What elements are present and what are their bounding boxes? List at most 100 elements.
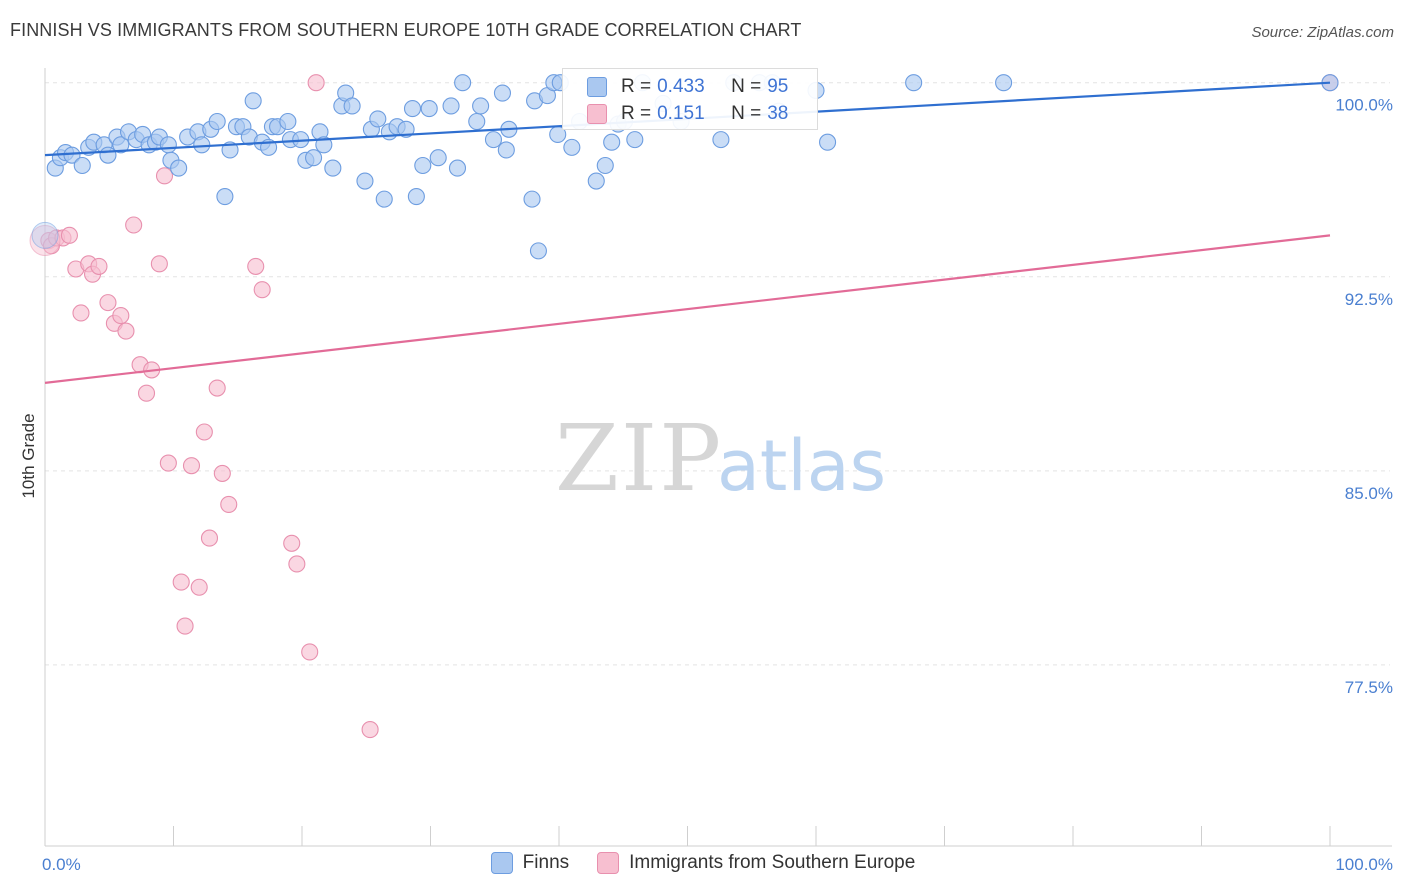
- data-point-finns: [523, 190, 541, 208]
- data-point-finns: [626, 131, 644, 149]
- legend-r-value: 0.151: [657, 103, 705, 124]
- data-point-immigrants: [117, 322, 135, 340]
- bottom-legend-swatch-immigrants: [597, 852, 620, 874]
- data-point-finns: [324, 159, 342, 177]
- data-point-finns: [356, 172, 374, 190]
- legend-r-value: 0.433: [657, 76, 705, 97]
- y-tick-label: 100.0%: [1335, 96, 1393, 115]
- data-point-finns: [493, 84, 512, 102]
- x-tick-label: 100.0%: [1335, 855, 1393, 874]
- data-point-immigrants: [176, 617, 194, 635]
- data-point-immigrants: [253, 281, 271, 299]
- legend-r-label: R =: [621, 103, 652, 124]
- watermark: ZIP atlas: [555, 405, 886, 512]
- bottom-legend-label-immigrants: Immigrants from Southern Europe: [629, 852, 916, 873]
- data-point-immigrants: [247, 257, 265, 275]
- data-point-immigrants: [283, 534, 301, 552]
- data-point-finns: [414, 156, 432, 175]
- legend-swatch-immigrants: [587, 104, 607, 124]
- bottom-legend-immigrants: Immigrants from Southern Europe: [597, 852, 915, 874]
- data-point-immigrants: [155, 167, 174, 185]
- data-point-immigrants: [361, 721, 379, 739]
- data-point-finns: [712, 131, 730, 149]
- y-axis-label: 10th Grade: [19, 413, 38, 498]
- data-point-finns: [420, 100, 438, 118]
- y-tick-labels: 77.5% 85.0% 92.5% 100.0%: [1335, 96, 1393, 697]
- data-point-finns: [375, 190, 393, 208]
- legend-row-immigrants: R = 0.151 N = 38: [587, 102, 788, 126]
- data-point-immigrants: [182, 457, 201, 475]
- data-point-finns: [563, 138, 581, 156]
- data-point-finns: [305, 149, 323, 167]
- data-point-finns: [369, 110, 387, 128]
- data-point-finns: [587, 172, 605, 190]
- data-point-finns: [208, 112, 226, 131]
- data-point-immigrants: [172, 573, 190, 591]
- bottom-legend: Finns Immigrants from Southern Europe: [0, 852, 1406, 874]
- legend-n-value: 38: [767, 103, 789, 124]
- data-point-finns: [407, 187, 425, 206]
- data-point-immigrants: [60, 226, 78, 244]
- data-point-immigrants: [72, 304, 90, 322]
- data-point-immigrants: [213, 464, 231, 482]
- legend-r-label: R =: [621, 76, 652, 97]
- data-point-immigrants: [150, 255, 168, 273]
- data-point-finns-large: [31, 221, 59, 249]
- data-point-immigrants: [288, 555, 306, 573]
- chart-title: FINNISH VS IMMIGRANTS FROM SOUTHERN EURO…: [10, 20, 802, 40]
- data-point-finns: [472, 97, 490, 115]
- data-point-finns: [216, 187, 234, 206]
- data-point-finns: [905, 74, 923, 92]
- y-tick-label: 77.5%: [1345, 678, 1393, 697]
- data-point-finns: [193, 136, 211, 154]
- data-point-finns: [529, 242, 547, 260]
- axes: [44, 68, 1392, 847]
- data-point-finns: [315, 136, 333, 154]
- data-point-finns: [112, 136, 130, 154]
- data-point-immigrants: [208, 379, 226, 397]
- data-point-immigrants: [112, 307, 130, 325]
- x-tick-labels: 0.0% 100.0%: [42, 855, 1393, 874]
- data-point-finns: [397, 120, 415, 138]
- data-point-finns: [454, 74, 472, 92]
- legend-n-value: 95: [767, 76, 789, 97]
- y-tick-label: 85.0%: [1345, 484, 1393, 503]
- watermark-zip: ZIP: [555, 405, 723, 512]
- data-point-finns: [819, 133, 837, 151]
- data-point-immigrants: [195, 423, 213, 441]
- data-point-finns: [170, 159, 188, 177]
- bottom-legend-swatch-finns: [490, 852, 513, 874]
- data-point-finns: [484, 131, 503, 149]
- trend-line-immigrants: [44, 234, 1331, 384]
- data-point-finns: [442, 97, 460, 115]
- data-point-finns: [99, 146, 117, 164]
- data-point-finns: [244, 92, 262, 110]
- legend-swatch-finns: [587, 77, 607, 97]
- data-point-finns: [468, 112, 486, 131]
- legend-row-finns: R = 0.433 N = 95: [587, 75, 788, 99]
- data-point-immigrants: [90, 257, 108, 275]
- data-point-finns: [596, 156, 614, 175]
- data-point-finns: [73, 156, 91, 175]
- data-point-finns: [159, 136, 177, 154]
- data-point-immigrants: [99, 294, 117, 312]
- data-point-finns: [497, 141, 515, 159]
- data-point-immigrants: [125, 216, 143, 234]
- x-tick-label: 0.0%: [42, 855, 81, 874]
- legend-n-label: N =: [731, 76, 762, 97]
- data-point-immigrants: [159, 454, 177, 472]
- watermark-atlas: atlas: [717, 425, 886, 507]
- series-finns-points: [31, 74, 1339, 260]
- data-point-finns: [403, 100, 422, 118]
- legend-n-label: N =: [731, 103, 762, 124]
- bottom-legend-finns: Finns: [490, 852, 570, 874]
- data-point-finns: [995, 74, 1013, 92]
- y-tick-label: 92.5%: [1345, 290, 1393, 309]
- data-point-immigrants: [307, 74, 325, 92]
- data-point-immigrants: [137, 384, 156, 402]
- source-note: Source: ZipAtlas.com: [1251, 24, 1394, 41]
- data-point-finns: [343, 97, 361, 115]
- data-point-immigrants: [301, 643, 319, 661]
- bottom-legend-label-finns: Finns: [522, 852, 570, 873]
